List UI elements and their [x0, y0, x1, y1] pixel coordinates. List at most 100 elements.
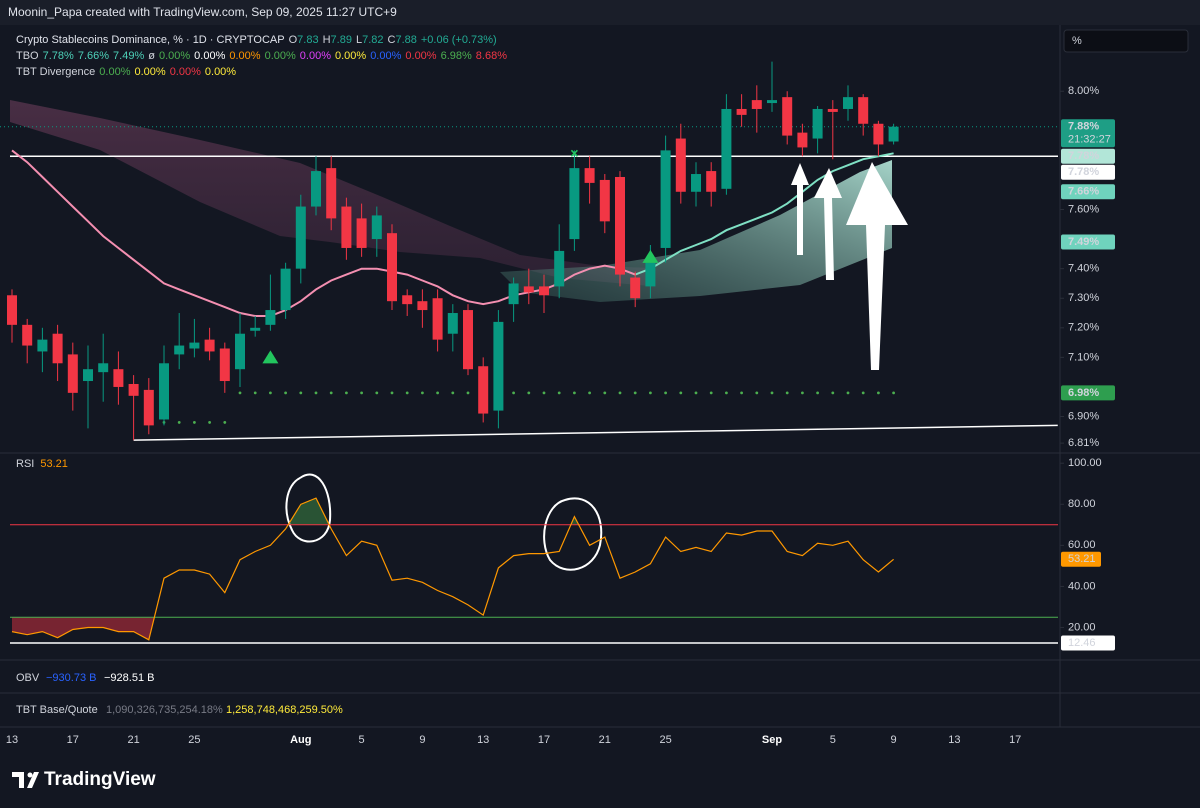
level-label-box — [1061, 635, 1115, 651]
indicator-value: 0.00% — [265, 50, 296, 62]
oversold-fill — [12, 617, 894, 640]
stop-dot — [527, 391, 531, 395]
stop-dot — [208, 421, 212, 424]
stop-dot — [299, 391, 303, 395]
candle-body — [463, 310, 473, 370]
candle-body — [204, 339, 215, 352]
stop-dot — [542, 391, 546, 395]
stop-dot — [770, 391, 774, 395]
stop-dot — [725, 391, 728, 395]
candle-body — [265, 310, 276, 325]
price-label-box — [1061, 234, 1115, 250]
base-quote-value: 1,258,748,468,259.50% — [226, 704, 343, 716]
candle-body — [387, 233, 397, 302]
stop-dot — [573, 391, 576, 395]
y-tick-label: 100.00 — [1068, 457, 1102, 469]
chart-title: Crypto Stablecoins Dominance, % · 1D · C… — [16, 34, 285, 46]
candle-body — [706, 171, 717, 192]
stop-dot — [466, 391, 470, 395]
stop-dot — [664, 391, 667, 395]
header: Moonin_Papa created with TradingView.com… — [8, 5, 397, 19]
stop-dot — [390, 391, 394, 395]
stop-dot — [375, 391, 379, 395]
candle-body — [98, 363, 109, 373]
candle-body — [311, 171, 321, 207]
candle-body — [83, 369, 93, 382]
arrow — [791, 163, 809, 255]
x-tick-label: 17 — [538, 734, 550, 746]
x-tick-label: 25 — [659, 734, 671, 746]
ohlc-legend: 7.83 — [297, 34, 318, 46]
base-quote-value: 1,090,326,735,254.18% — [106, 704, 223, 716]
price-label: 7.66% — [1068, 186, 1099, 198]
candle-body — [675, 138, 686, 192]
stop-dot — [284, 391, 287, 395]
x-tick-label: 13 — [477, 734, 489, 746]
x-tick-label: 5 — [359, 734, 365, 746]
rsi-line — [11, 497, 894, 641]
candle-body — [52, 333, 63, 364]
stop-dot — [314, 391, 318, 395]
candle-body — [858, 97, 869, 124]
arrow — [814, 168, 842, 280]
candle-body — [174, 345, 185, 355]
rsi-legend: RSI 53.21 — [16, 458, 68, 470]
indicator-value: 7.78% — [43, 50, 74, 62]
x-tick-label: Sep — [762, 734, 782, 746]
indicator-value: 0.00% — [300, 50, 331, 62]
stop-dot — [649, 391, 652, 395]
candle-body — [22, 324, 33, 346]
candle-body — [751, 100, 762, 109]
stop-dot — [193, 421, 196, 424]
x-tick-label: 5 — [830, 734, 836, 746]
stop-dot — [755, 391, 759, 395]
indicator-value: 0.00% — [99, 66, 130, 78]
price-label: 7.78% — [1068, 166, 1099, 178]
candle-body — [827, 108, 838, 112]
candle-body — [569, 168, 580, 240]
x-tick-label: 9 — [891, 734, 897, 746]
candle-body — [888, 126, 899, 142]
stop-dot — [345, 391, 348, 395]
candle-body — [812, 108, 823, 139]
indicator-value: 0.00% — [370, 50, 401, 62]
candle-body — [873, 123, 884, 145]
x-tick-label: 9 — [419, 734, 425, 746]
indicator-value: 0.00% — [229, 50, 260, 62]
candle-body — [615, 176, 625, 275]
candle-body — [767, 100, 777, 104]
rsi-title: RSI — [16, 458, 34, 470]
y-tick-label: 7.40% — [1068, 263, 1099, 275]
x-tick-label: 21 — [599, 734, 611, 746]
candle-body — [721, 108, 732, 189]
candle-body — [128, 383, 139, 396]
indicator-name: TBO — [16, 50, 39, 62]
stop-dot — [603, 391, 607, 395]
ohlc-legend: H — [323, 34, 331, 46]
stop-dot — [360, 391, 363, 395]
candle-body — [599, 179, 610, 222]
stop-dot — [740, 391, 743, 395]
stop-dot — [238, 391, 242, 395]
indicator-value: 0.00% — [335, 50, 366, 62]
candle-body — [280, 268, 291, 311]
stop-dot — [877, 391, 880, 395]
rsi-value: 53.21 — [40, 458, 68, 470]
candle-body — [478, 366, 489, 414]
candle-body — [7, 295, 17, 325]
price-label-box — [1061, 164, 1115, 180]
level-label: 12.46 — [1068, 637, 1096, 649]
buy-signal — [642, 249, 659, 263]
candle-body — [447, 313, 458, 334]
candle-body — [371, 215, 382, 240]
indicator-value: 0.00% — [134, 66, 165, 78]
x-tick-label: Aug — [290, 734, 311, 746]
chart-title-row: Crypto Stablecoins Dominance, % · 1D · C… — [16, 34, 497, 46]
x-tick-label: 13 — [948, 734, 960, 746]
indicator-value: 8.68% — [476, 50, 507, 62]
price-label: 7.49% — [1068, 236, 1099, 248]
scale-button[interactable] — [1063, 29, 1189, 53]
x-tick-label: 17 — [67, 734, 79, 746]
scale-button-label[interactable]: % — [1072, 35, 1082, 47]
